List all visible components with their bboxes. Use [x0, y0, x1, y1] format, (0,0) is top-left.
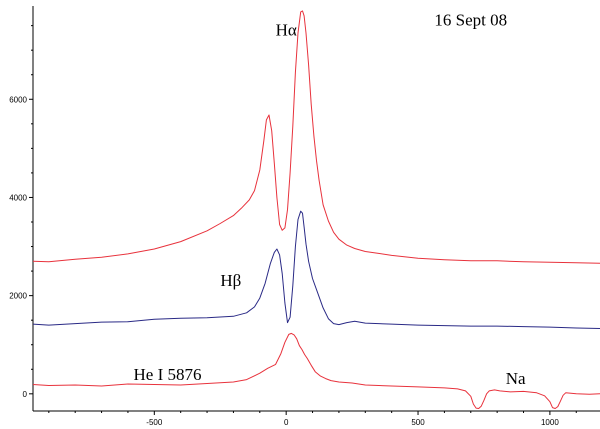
x-tick-label: 500 — [411, 418, 425, 427]
x-tick-label: 0 — [284, 418, 289, 427]
y-tick-label: 2000 — [9, 292, 27, 301]
series-line-hbeta-line — [32, 210, 600, 329]
series-line-halpha-line — [32, 10, 600, 264]
x-ticks: -500 0 500 1000 — [146, 411, 559, 427]
annotation-na: Na — [506, 369, 526, 388]
annotation-halpha: Hα — [276, 20, 297, 39]
series-layer — [32, 10, 600, 409]
y-ticks: 0 2000 4000 6000 — [9, 95, 33, 399]
x-tick-label: -500 — [146, 418, 163, 427]
y-tick-label: 6000 — [9, 95, 27, 104]
y-tick-label: 4000 — [9, 193, 27, 202]
annotation-date: 16 Sept 08 — [434, 11, 507, 30]
x-tick-label: 1000 — [541, 418, 559, 427]
series-line-hei-line — [32, 332, 600, 409]
annotation-hei: He I 5876 — [134, 365, 202, 384]
axes: -500 0 500 1000 0 2000 4000 6000 — [9, 6, 600, 427]
annotation-layer: 16 Sept 08 Hα Hβ He I 5876 Na — [134, 11, 526, 388]
y-tick-label: 0 — [23, 390, 28, 399]
annotation-hbeta: Hβ — [220, 271, 241, 290]
minor-ticks — [31, 25, 577, 413]
